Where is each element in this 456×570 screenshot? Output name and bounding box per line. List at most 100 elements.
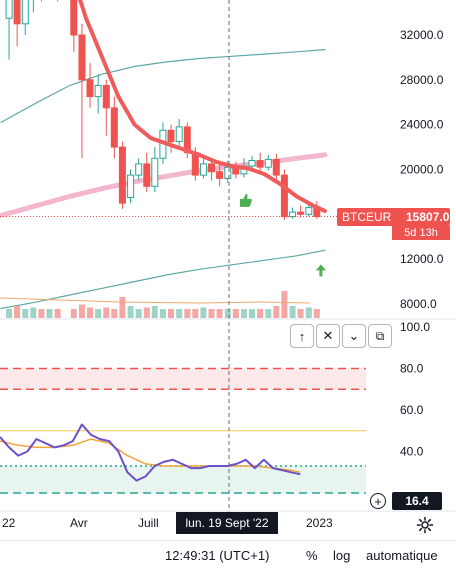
volume-bar bbox=[273, 306, 280, 318]
overbought-zone bbox=[0, 368, 366, 390]
symbol-label: BTCEUR bbox=[342, 210, 392, 224]
chevron-down-icon: ⌄ bbox=[348, 328, 360, 343]
last-price-label: 15807.0 bbox=[406, 210, 450, 224]
auto-scale-toggle[interactable]: automatique bbox=[366, 548, 438, 563]
candle bbox=[272, 158, 280, 176]
volume-bar bbox=[192, 309, 199, 318]
fast-ma-line bbox=[78, 0, 327, 213]
candle bbox=[118, 146, 126, 204]
price-tick-label: 20000.0 bbox=[400, 163, 444, 177]
candle bbox=[86, 79, 94, 98]
volume-bar bbox=[168, 309, 174, 318]
rsi-tick-label: 100.0 bbox=[400, 320, 430, 334]
candle bbox=[110, 107, 118, 148]
add-indicator-icon[interactable]: + bbox=[370, 493, 386, 509]
price-tick-label: 12000.0 bbox=[400, 252, 444, 266]
volume-ma-line bbox=[0, 297, 311, 304]
percent-toggle[interactable]: % bbox=[306, 548, 318, 563]
maximize-icon: ⧉ bbox=[375, 328, 385, 343]
time-tick-label: Avr bbox=[70, 516, 88, 530]
rsi-tick-label: 80.0 bbox=[400, 362, 424, 376]
volume-bar bbox=[70, 309, 77, 318]
candle bbox=[127, 174, 135, 199]
volume-bar bbox=[289, 306, 296, 318]
candle bbox=[135, 163, 143, 176]
arrow-up-shape bbox=[315, 264, 326, 277]
oversold-zone bbox=[0, 466, 366, 493]
volume-bar bbox=[200, 307, 207, 318]
candle bbox=[70, 0, 78, 36]
gear-icon[interactable] bbox=[416, 516, 434, 534]
volume-bar bbox=[184, 309, 191, 318]
thumbs-up-shape bbox=[239, 193, 252, 207]
volume-bar bbox=[313, 309, 320, 318]
volume-bar bbox=[30, 307, 37, 318]
volume-bar bbox=[257, 309, 264, 318]
candle bbox=[102, 84, 110, 109]
volume-bar bbox=[249, 309, 255, 318]
move-up-button[interactable]: ↑ bbox=[290, 324, 314, 348]
clock-label: 12:49:31 (UTC+1) bbox=[165, 548, 270, 563]
lower-band-line bbox=[0, 249, 326, 310]
price-tick-label: 8000.0 bbox=[400, 297, 437, 311]
volume-bar bbox=[87, 307, 93, 318]
time-tick-label: 22 bbox=[2, 516, 16, 530]
candle bbox=[216, 171, 224, 179]
price-tick-label: 32000.0 bbox=[400, 28, 444, 42]
volume-bar bbox=[127, 306, 134, 318]
candle bbox=[305, 207, 313, 215]
volume-bar bbox=[38, 309, 45, 318]
volume-bar bbox=[305, 307, 312, 318]
volume-bar bbox=[135, 309, 142, 318]
volume-bar bbox=[95, 309, 102, 318]
maximize-pane-button[interactable]: ⧉ bbox=[368, 324, 392, 348]
candle bbox=[143, 163, 151, 187]
rsi-tick-label: 60.0 bbox=[400, 403, 424, 417]
candle bbox=[5, 0, 13, 19]
volume-bar bbox=[224, 309, 231, 318]
upper-band-line bbox=[0, 49, 326, 123]
arrow-up-icon: ↑ bbox=[298, 328, 306, 344]
time-tick-label: 2023 bbox=[306, 516, 333, 530]
volume-bar bbox=[297, 309, 304, 318]
candle bbox=[78, 34, 86, 81]
candle bbox=[256, 160, 264, 168]
candle-countdown: 5d 13h bbox=[392, 226, 450, 240]
volume-bar bbox=[176, 309, 183, 318]
candle bbox=[248, 160, 256, 167]
volume-bar bbox=[6, 309, 13, 318]
crosshair-date-label: lun. 19 Sept '22 bbox=[176, 512, 278, 534]
volume-bar bbox=[54, 309, 61, 318]
candle bbox=[289, 211, 297, 218]
rsi-tick-label: 40.0 bbox=[400, 445, 424, 459]
rsi-line bbox=[0, 423, 301, 482]
volume-bar bbox=[143, 307, 150, 318]
candle bbox=[297, 211, 305, 215]
volume-bar bbox=[216, 309, 223, 318]
volume-bar bbox=[103, 307, 110, 318]
candle bbox=[280, 174, 288, 218]
candle bbox=[167, 129, 175, 143]
candle bbox=[13, 0, 21, 25]
rsi-value-tag: 16.4 bbox=[392, 492, 442, 510]
arrow-up-icon bbox=[315, 264, 326, 277]
candle bbox=[151, 157, 159, 187]
volume-bar bbox=[111, 309, 118, 318]
candle bbox=[264, 158, 272, 168]
rsi-panel bbox=[0, 367, 366, 494]
candle bbox=[21, 0, 29, 25]
close-pane-button[interactable]: ✕ bbox=[316, 324, 340, 348]
candle bbox=[199, 163, 207, 176]
volume-bar bbox=[208, 309, 215, 318]
candle bbox=[224, 166, 232, 180]
volume-bar bbox=[22, 309, 29, 318]
candle bbox=[94, 84, 102, 98]
log-toggle[interactable]: log bbox=[333, 548, 351, 563]
volume-bar bbox=[79, 304, 85, 318]
volume-bar bbox=[281, 291, 288, 318]
volume-bar bbox=[159, 309, 166, 318]
volume-bar bbox=[232, 309, 239, 318]
collapse-pane-button[interactable]: ⌄ bbox=[342, 324, 366, 348]
candle bbox=[208, 163, 215, 173]
